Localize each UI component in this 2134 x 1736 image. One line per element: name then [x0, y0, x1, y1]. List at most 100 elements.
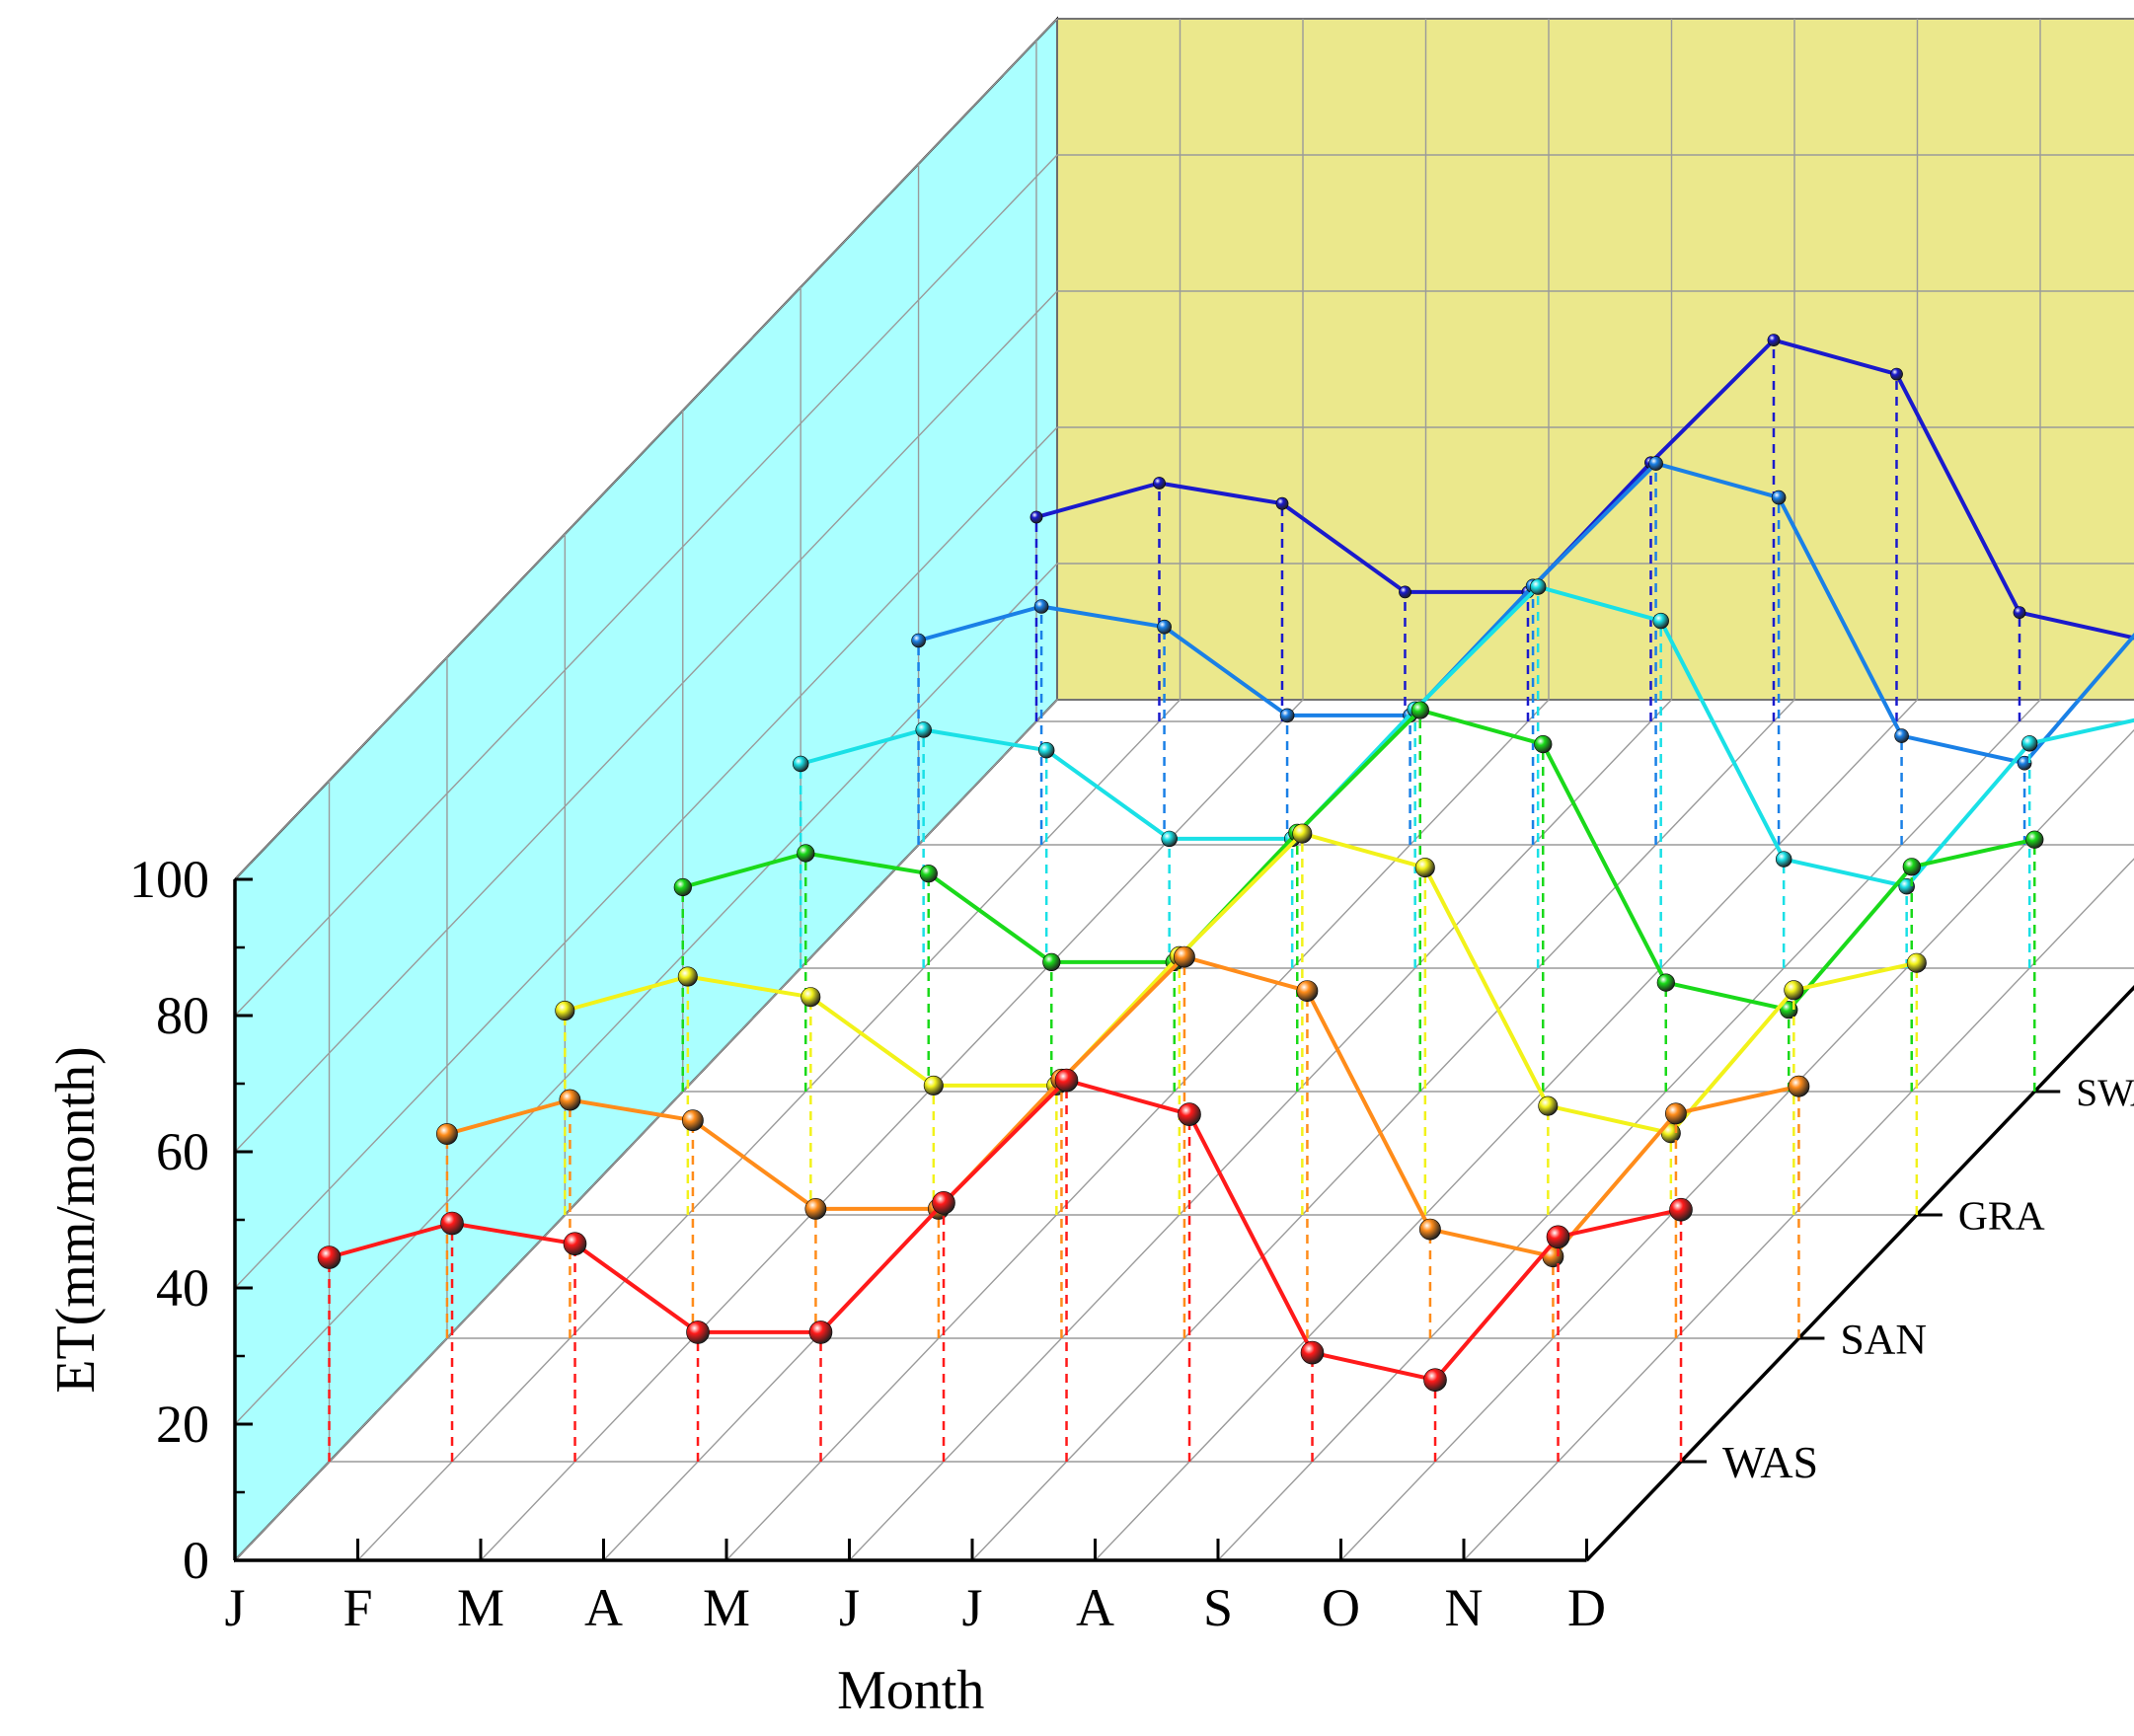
data-point-pad-0: [1029, 510, 1043, 524]
data-point-san-2: [682, 1109, 704, 1132]
data-point-san-7: [1296, 980, 1319, 1003]
floor-gridline-month: [725, 699, 1550, 1561]
data-point-swa-11: [2025, 830, 2044, 849]
left-wall: [234, 16, 1058, 1563]
data-point-was-2: [563, 1232, 587, 1255]
data-point-was-3: [686, 1321, 710, 1344]
left-wall-gridline-et: [234, 290, 1058, 1153]
y-tick-label-20: 20: [156, 1395, 209, 1454]
data-point-swa-1: [797, 844, 815, 863]
data-point-was-11: [1669, 1197, 1693, 1222]
floor-gridline-month: [234, 699, 1058, 1561]
y-tick-label-100: 100: [129, 850, 209, 909]
x-tick-label-4: M: [703, 1578, 750, 1637]
floor-gridline-month: [1094, 699, 1919, 1561]
data-point-san-1: [559, 1089, 581, 1111]
data-point-cro-0: [911, 633, 926, 648]
data-point-gra-7: [1414, 858, 1435, 878]
x-tick-label-8: S: [1203, 1578, 1233, 1637]
data-point-san-11: [1788, 1075, 1810, 1097]
left-wall-gridline-et: [234, 18, 1058, 880]
x-tick-label-7: A: [1076, 1578, 1114, 1637]
data-point-san-6: [1174, 945, 1195, 968]
left-wall-gridline-et: [234, 426, 1058, 1289]
y-tick-label-40: 40: [156, 1258, 209, 1318]
data-point-cro-3: [1279, 708, 1295, 723]
data-point-was-10: [1546, 1225, 1570, 1249]
chart-labels: JFMAMJJASOND020406080100WASSANGRASWAFORC…: [45, 850, 2134, 1721]
data-point-was-8: [1300, 1340, 1325, 1365]
data-point-gra-10: [1784, 980, 1804, 1001]
x-tick-label-2: M: [457, 1578, 504, 1637]
series-line-pad: [1035, 338, 2134, 641]
data-point-san-8: [1419, 1218, 1441, 1241]
data-point-was-1: [440, 1211, 464, 1236]
land-cover-tick-label-was: WAS: [1722, 1437, 1818, 1487]
series-was: [317, 1068, 1693, 1462]
data-point-was-5: [932, 1191, 955, 1215]
data-point-was-9: [1423, 1368, 1447, 1392]
floor-gridline-month: [1339, 728, 2134, 1561]
data-point-gra-3: [923, 1075, 944, 1095]
floor-gridline-month: [1463, 858, 2134, 1561]
data-point-cro-7: [1771, 490, 1787, 505]
floor-gridline-month: [356, 699, 1181, 1561]
data-point-pad-3: [1399, 585, 1411, 599]
data-point-cro-8: [1894, 728, 1909, 743]
data-point-was-4: [808, 1321, 833, 1344]
data-point-for-6: [1529, 578, 1547, 595]
data-point-for-1: [915, 721, 932, 738]
left-wall-gridline-et: [234, 563, 1058, 1425]
data-point-gra-0: [555, 1000, 575, 1020]
data-point-was-6: [1054, 1068, 1079, 1093]
data-point-for-2: [1037, 741, 1055, 759]
data-point-cro-2: [1157, 619, 1172, 635]
data-point-gra-11: [1906, 952, 1927, 973]
x-tick-label-1: F: [343, 1578, 372, 1637]
data-point-for-7: [1652, 612, 1669, 630]
data-point-gra-2: [800, 987, 821, 1008]
x-tick-label-5: J: [839, 1578, 860, 1637]
x-axis-title: Month: [837, 1660, 984, 1721]
floor-gridline-month: [848, 699, 1673, 1561]
data-point-was-7: [1178, 1102, 1201, 1126]
x-tick-label-0: J: [224, 1578, 245, 1637]
x-tick-label-11: D: [1567, 1578, 1606, 1637]
data-point-pad-6: [1767, 334, 1781, 346]
data-point-gra-1: [677, 966, 698, 987]
land-cover-tick-label-swa: SWA: [2076, 1071, 2134, 1114]
data-point-san-10: [1665, 1102, 1687, 1125]
x-tick-label-6: J: [961, 1578, 982, 1637]
data-point-swa-2: [919, 865, 938, 883]
data-point-for-8: [1775, 851, 1792, 868]
data-point-for-10: [2021, 735, 2038, 752]
series-line-was: [328, 1078, 1682, 1383]
y-tick-label-80: 80: [156, 986, 209, 1045]
data-point-pad-7: [1890, 367, 1903, 381]
data-point-pad-8: [2013, 606, 2026, 619]
data-point-cro-1: [1033, 599, 1049, 614]
series-pad: [1029, 334, 2134, 721]
chart-series: [317, 334, 2134, 1462]
y-tick-label-0: 0: [183, 1531, 209, 1590]
depth-axis-line: [1585, 985, 2134, 1562]
data-point-was-0: [317, 1245, 342, 1269]
data-point-swa-6: [1410, 701, 1429, 719]
x-tick-label-9: O: [1322, 1578, 1360, 1637]
data-point-swa-8: [1656, 973, 1675, 992]
data-point-gra-8: [1538, 1095, 1559, 1116]
land-cover-tick-label-gra: GRA: [1958, 1193, 2045, 1239]
data-point-swa-7: [1534, 734, 1553, 754]
data-point-for-3: [1161, 830, 1178, 848]
land-cover-tick-label-san: SAN: [1840, 1316, 1927, 1363]
floor-gridline-month: [1217, 699, 2041, 1561]
chart-axes: [233, 877, 2134, 1562]
data-point-san-0: [435, 1123, 458, 1145]
data-point-cro-6: [1648, 456, 1663, 471]
data-point-swa-3: [1042, 952, 1061, 972]
left-wall-gridline-et: [234, 154, 1058, 1017]
data-point-swa-10: [1902, 858, 1921, 876]
data-point-cro-9: [2017, 755, 2032, 771]
x-tick-label-10: N: [1445, 1578, 1484, 1637]
